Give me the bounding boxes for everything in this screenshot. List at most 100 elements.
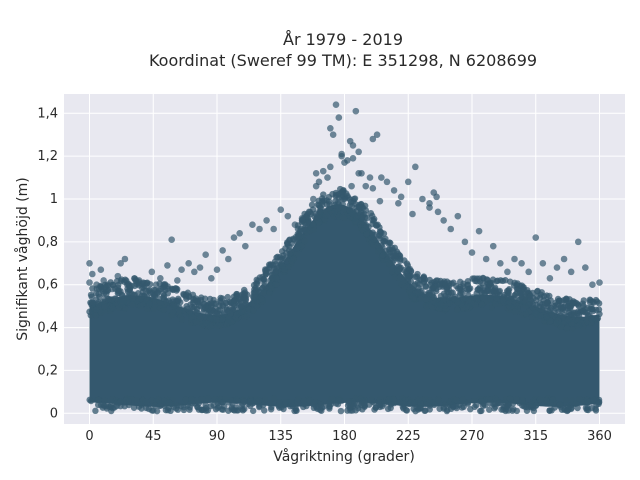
cloud-point <box>435 397 443 404</box>
cloud-point <box>491 405 498 412</box>
data-point <box>305 208 313 216</box>
cloud-point <box>462 295 469 302</box>
cloud-point <box>542 397 550 404</box>
x-tick-label: 270 <box>460 429 485 444</box>
cloud-point <box>261 279 268 287</box>
cloud-point <box>519 288 526 296</box>
data-point <box>135 277 143 284</box>
cloud-point <box>446 279 453 287</box>
cloud-point <box>563 325 570 332</box>
cloud-point <box>180 290 187 298</box>
cloud-point <box>532 402 540 409</box>
cloud-point <box>223 299 230 307</box>
cloud-point <box>399 403 407 411</box>
y-tick-label: 0,8 <box>37 235 58 250</box>
x-tick-label: 0 <box>85 429 93 444</box>
cloud-point <box>478 301 486 308</box>
cloud-point <box>595 306 603 313</box>
cloud-point <box>473 278 481 285</box>
cloud-point <box>548 407 555 414</box>
cloud-point <box>410 405 417 413</box>
cloud-point <box>571 312 578 319</box>
data-point <box>291 221 299 229</box>
cloud-point <box>334 400 342 408</box>
cloud-point <box>167 407 174 415</box>
cloud-point <box>335 213 343 220</box>
y-tick-label: 0 <box>50 406 58 421</box>
cloud-point <box>454 298 462 306</box>
cloud-point <box>380 400 388 407</box>
y-tick-label: 0,2 <box>37 363 58 378</box>
data-point <box>475 227 483 235</box>
cloud-point <box>304 219 311 227</box>
cloud-point <box>254 277 262 285</box>
cloud-point <box>92 312 100 320</box>
data-point <box>277 206 285 214</box>
cloud-point <box>200 406 207 414</box>
cloud-point <box>259 401 267 409</box>
chart-title: År 1979 - 2019 <box>283 30 403 49</box>
cloud-point <box>243 313 250 320</box>
cloud-point <box>410 295 417 302</box>
data-point <box>236 229 243 237</box>
data-point <box>104 281 112 289</box>
data-point <box>596 279 603 286</box>
data-point <box>344 157 351 164</box>
data-point <box>378 174 385 181</box>
data-point <box>397 193 405 201</box>
dense-point-cloud <box>89 204 600 407</box>
cloud-point <box>582 305 589 313</box>
data-point <box>270 225 277 233</box>
cloud-point <box>188 400 196 407</box>
cloud-point <box>385 260 392 268</box>
data-point <box>93 281 100 289</box>
cloud-point <box>576 322 583 329</box>
data-point <box>461 238 469 246</box>
cloud-point <box>326 405 333 412</box>
x-tick-label: 360 <box>587 429 612 444</box>
cloud-point <box>450 395 457 403</box>
cloud-point <box>479 284 486 291</box>
cloud-point <box>89 299 96 306</box>
cloud-point <box>386 395 393 403</box>
cloud-point <box>119 298 127 305</box>
cloud-point <box>456 278 464 286</box>
data-point <box>338 150 345 158</box>
cloud-point <box>363 230 370 238</box>
cloud-point <box>537 312 544 319</box>
data-point <box>86 259 93 267</box>
cloud-point <box>179 316 186 323</box>
cloud-point <box>253 303 260 310</box>
cloud-point <box>565 316 573 324</box>
cloud-point <box>447 289 455 296</box>
cloud-point <box>137 302 144 310</box>
cloud-point <box>142 398 150 405</box>
data-point <box>352 107 360 115</box>
data-point <box>567 268 575 276</box>
cloud-point <box>94 401 102 409</box>
cloud-point <box>138 292 146 300</box>
cloud-point <box>557 323 565 331</box>
cloud-point <box>133 396 140 403</box>
y-tick-labels: 0 0,2 0,4 0,6 0,8 1 1,2 1,4 <box>37 106 58 421</box>
cloud-point <box>388 267 396 275</box>
cloud-point <box>525 308 532 315</box>
data-point <box>447 225 455 233</box>
data-point <box>560 255 568 263</box>
data-point <box>489 242 497 250</box>
cloud-point <box>107 403 115 411</box>
cloud-point <box>200 300 207 307</box>
cloud-point <box>499 277 507 285</box>
data-point <box>338 191 345 199</box>
x-tick-label: 90 <box>209 429 226 444</box>
data-point <box>327 163 334 171</box>
cloud-point <box>109 305 117 312</box>
cloud-point <box>430 398 437 406</box>
data-point <box>497 259 504 267</box>
cloud-point <box>529 289 536 297</box>
cloud-point <box>163 298 170 306</box>
cloud-point <box>413 273 421 280</box>
data-point <box>249 221 256 229</box>
cloud-point <box>256 288 264 296</box>
cloud-point <box>115 399 123 407</box>
